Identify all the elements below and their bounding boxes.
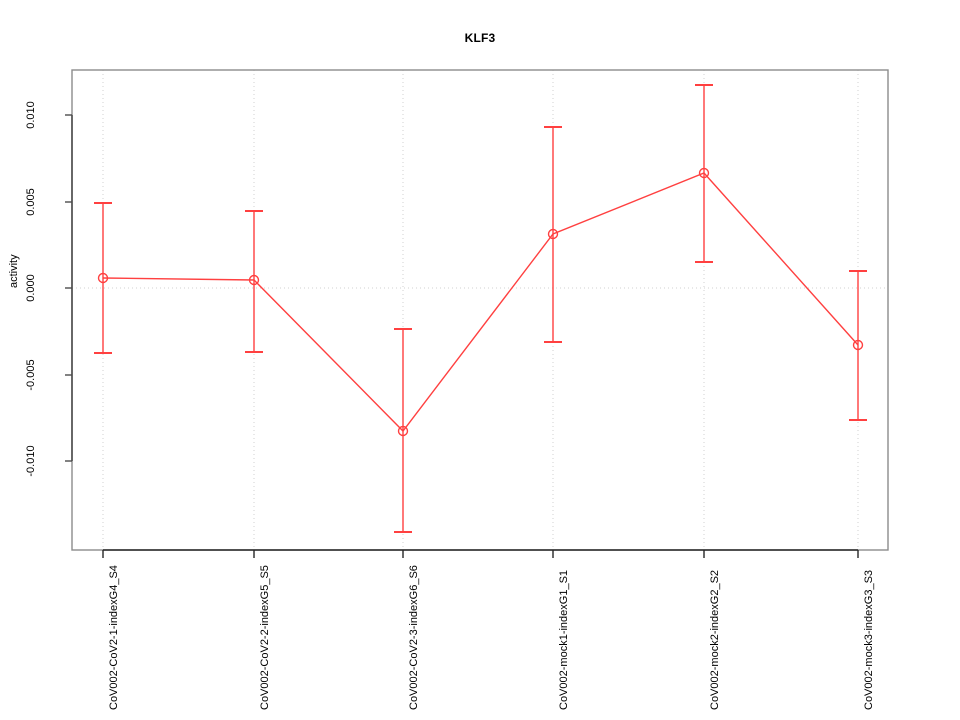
error-bar <box>849 270 867 421</box>
y-tick-label: -0.010 <box>25 445 37 477</box>
x-tick-label: CoV002-mock2-indexG2_S2 <box>709 569 721 710</box>
error-bar <box>94 202 112 354</box>
error-bar <box>245 210 263 353</box>
data-point <box>852 339 864 351</box>
data-point <box>547 228 559 240</box>
y-tick-label: -0.005 <box>25 359 37 391</box>
error-bars <box>94 84 867 533</box>
data-points <box>97 167 864 437</box>
y-axis <box>65 114 73 462</box>
y-tick-label: 0.005 <box>25 188 37 216</box>
data-point <box>97 272 109 284</box>
data-point <box>397 425 409 437</box>
x-tick-label: CoV002-CoV2-1-indexG4_S4 <box>108 565 120 710</box>
plot-frame <box>71 69 889 551</box>
page-title: KLF3 <box>464 31 496 45</box>
y-tick-label: 0.010 <box>25 101 37 129</box>
error-bar <box>544 126 562 343</box>
x-tick-label: CoV002-CoV2-3-indexG6_S6 <box>408 565 420 710</box>
x-tick-label: CoV002-CoV2-2-indexG5_S5 <box>259 565 271 710</box>
vertical-gridlines <box>102 70 859 550</box>
error-bar <box>695 84 713 263</box>
error-bar <box>394 328 412 533</box>
data-point <box>248 274 260 286</box>
series-line <box>102 172 859 433</box>
y-tick-label: 0.000 <box>25 274 37 302</box>
x-axis <box>102 549 859 558</box>
x-tick-label: CoV002-mock1-indexG1_S1 <box>558 569 570 710</box>
x-tick-label: CoV002-mock3-indexG3_S3 <box>863 569 875 710</box>
data-point <box>698 167 710 179</box>
